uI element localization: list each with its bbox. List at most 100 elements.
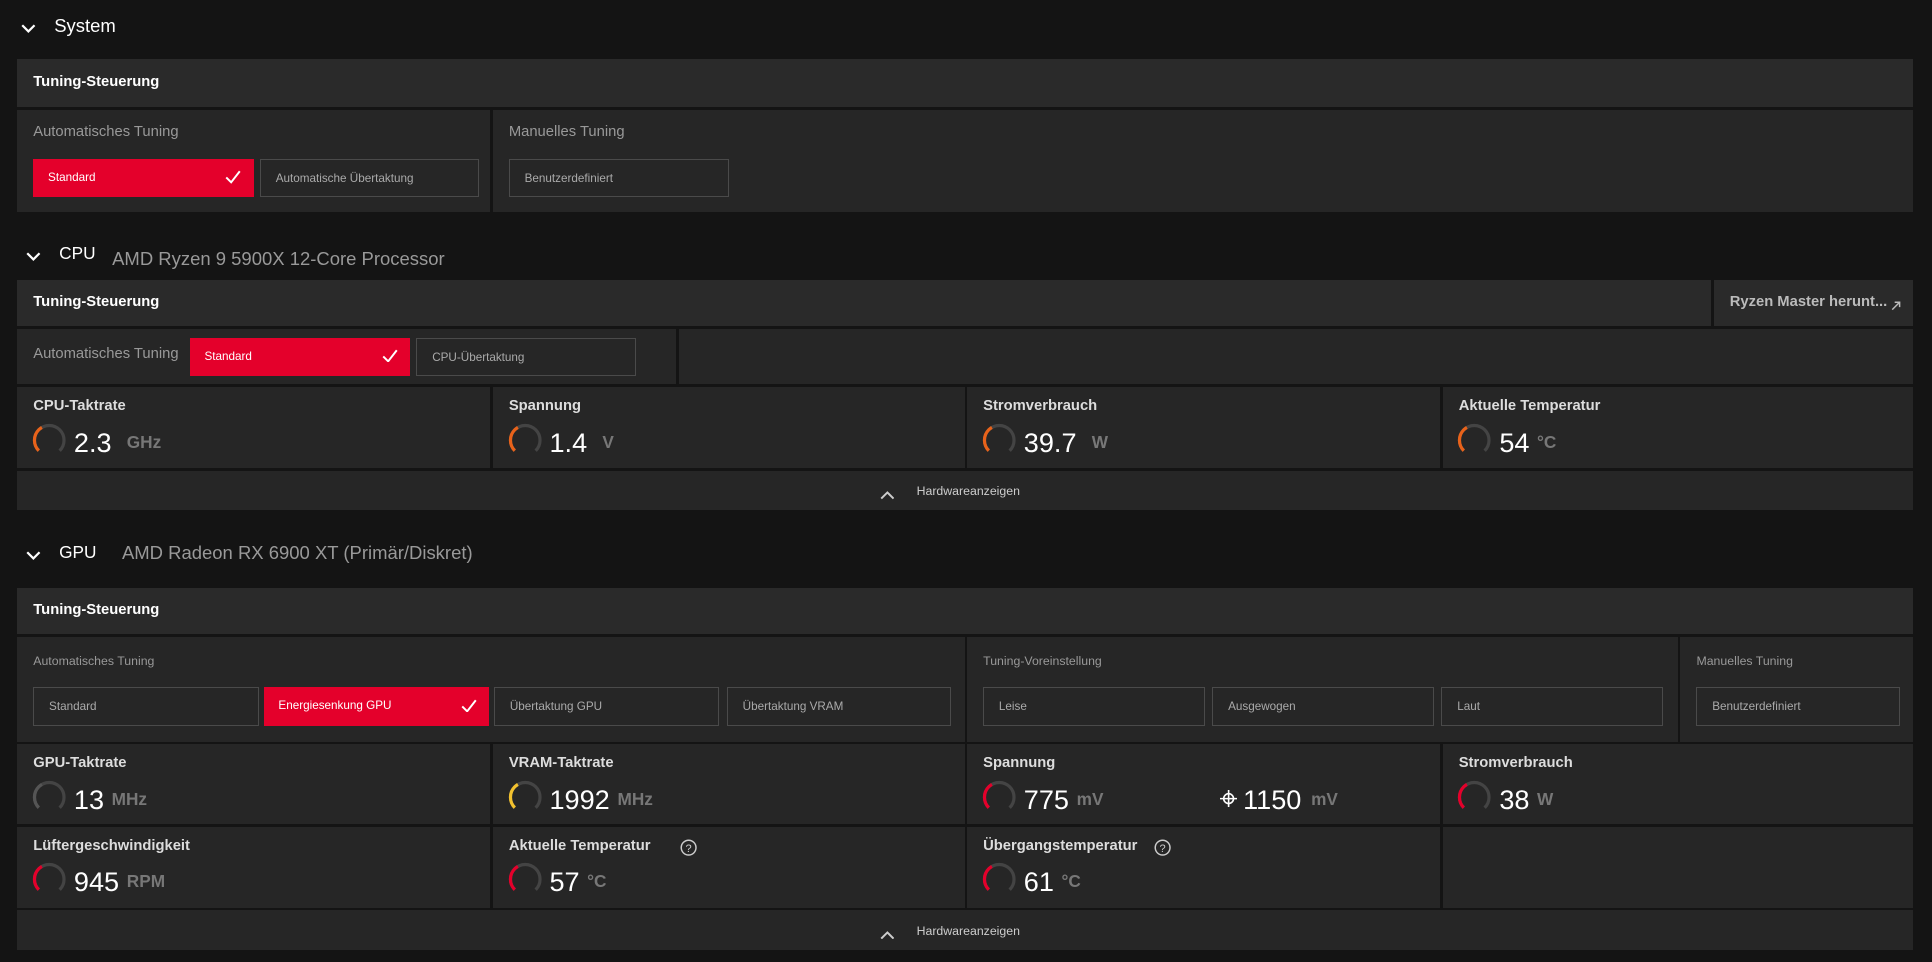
metric-label: Spannung [508,397,581,414]
button-label: Benutzerdefiniert [524,171,613,185]
metric-unit: RPM [126,871,166,892]
tuning-button[interactable]: Übertaktung VRAM [726,687,952,726]
link-label: Ryzen Master herunt... [1729,294,1888,311]
help-icon[interactable]: ? [680,839,697,856]
download-link[interactable] [1713,279,1914,327]
external-icon-svg [1891,301,1901,311]
device-name: AMD Ryzen 9 5900X 12-Core Processor [112,247,445,269]
hardware-toggle[interactable] [17,470,1914,511]
metric-label: Stromverbrauch [1458,755,1573,772]
tuning-button[interactable]: Standard [189,337,411,376]
gauge-icon [1457,780,1492,814]
button-label: Benutzerdefiniert [1712,700,1801,714]
toggle-chevron[interactable] [26,548,41,561]
hardware-toggle[interactable] [17,910,1914,950]
metric-value: 61 [1023,866,1054,898]
metric-unit: W [1091,431,1109,452]
metric-cell [17,826,491,908]
group-label: Automatisches Tuning [33,124,179,141]
metric-cell [492,744,965,825]
toggle-chevron[interactable] [26,249,41,261]
panel-title: Tuning-Steuerung [33,602,160,619]
target-icon [1219,789,1237,807]
section-title: GPU [59,542,97,563]
tuning-button[interactable]: Standard [33,158,254,198]
gauge-icon [32,780,66,814]
tuning-button[interactable]: Standard [33,687,259,726]
metric-cell [967,826,1441,908]
chevron-up [880,487,895,500]
check-icon [461,699,477,713]
gauge-icon-svg [32,780,66,814]
tuning-button[interactable]: Benutzerdefiniert [508,158,730,198]
target-value: 1150 [1243,783,1302,815]
metric-unit: °C [1537,431,1557,452]
tuning-button[interactable]: Laut [1441,687,1664,726]
tuning-button[interactable]: Benutzerdefiniert [1696,687,1900,726]
toggle-chevron-svg [21,24,36,34]
button-label: CPU-Übertaktung [432,350,525,364]
toggle-chevron[interactable] [21,21,36,34]
tuning-button[interactable]: Übertaktung GPU [494,687,720,726]
device-name: AMD Radeon RX 6900 XT (Primär/Diskret) [121,542,473,564]
tuning-button[interactable]: Ausgewogen [1212,687,1435,726]
gauge-icon-svg [508,780,542,814]
gauge-icon [1457,423,1492,457]
metric-cell [1442,386,1914,469]
metric-cell [17,386,491,469]
metric-value: 775 [1023,783,1069,815]
button-label: Laut [1457,700,1480,714]
metric-value: 1.4 [549,426,588,458]
metric-unit: V [602,431,614,452]
gauge-icon-svg [32,423,66,457]
gauge-icon [508,780,542,814]
metric-unit: mV [1076,788,1104,809]
panel-header [17,587,1914,635]
chevron-up-svg [880,930,894,939]
tuning-button[interactable]: Leise [983,687,1205,726]
section-title: System [54,15,116,37]
help-icon[interactable]: ? [1154,839,1171,856]
panel-cell [678,328,1914,385]
metric-cell [17,744,491,825]
panel-cell [967,636,1678,742]
tuning-button[interactable]: Automatische Übertaktung [259,158,480,198]
panel-header [17,59,1914,108]
tuning-button[interactable]: Energiesenkung GPU [263,687,490,726]
metric-cell [492,826,965,908]
panel-title: Tuning-Steuerung [33,73,160,90]
metric-unit: MHz [617,788,653,809]
metric-label: Lüftergeschwindigkeit [33,837,190,854]
group-label: Manuelles Tuning [508,124,625,141]
metric-label: Spannung [983,755,1056,772]
help-icon-svg: ? [680,839,697,856]
tuning-button[interactable]: CPU-Übertaktung [416,337,636,376]
metric-label: CPU-Taktrate [33,397,126,414]
gauge-icon-svg [1458,423,1492,457]
metric-cell [967,744,1441,825]
button-label: Übertaktung VRAM [742,700,844,714]
check-icon [382,349,398,363]
gauge-icon [982,862,1016,897]
button-label: Leise [998,700,1027,714]
panel-title: Tuning-Steuerung [33,294,160,311]
group-label: Automatisches Tuning [33,653,155,668]
metric-value: 39.7 [1023,426,1077,458]
toggle-chevron-svg [26,252,41,261]
panel-cell [1680,636,1914,742]
metric-value: 945 [73,866,120,898]
metric-value: 13 [73,783,105,815]
metric-value: 38 [1499,783,1530,815]
gauge-icon-svg [982,423,1016,457]
svg-text:?: ? [1160,843,1166,855]
section-title: CPU [59,243,96,263]
external-icon [1891,298,1901,311]
footer-label: Hardwareanzeigen [916,483,1020,498]
metric-cell [967,386,1441,469]
chevron-up [880,926,895,939]
gauge-icon [982,423,1016,457]
metric-unit: GHz [126,431,162,452]
metric-label: Aktuelle Temperatur [1458,397,1601,414]
metric-label: Übergangstemperatur [983,837,1138,854]
metric-value: 1992 [549,783,610,815]
